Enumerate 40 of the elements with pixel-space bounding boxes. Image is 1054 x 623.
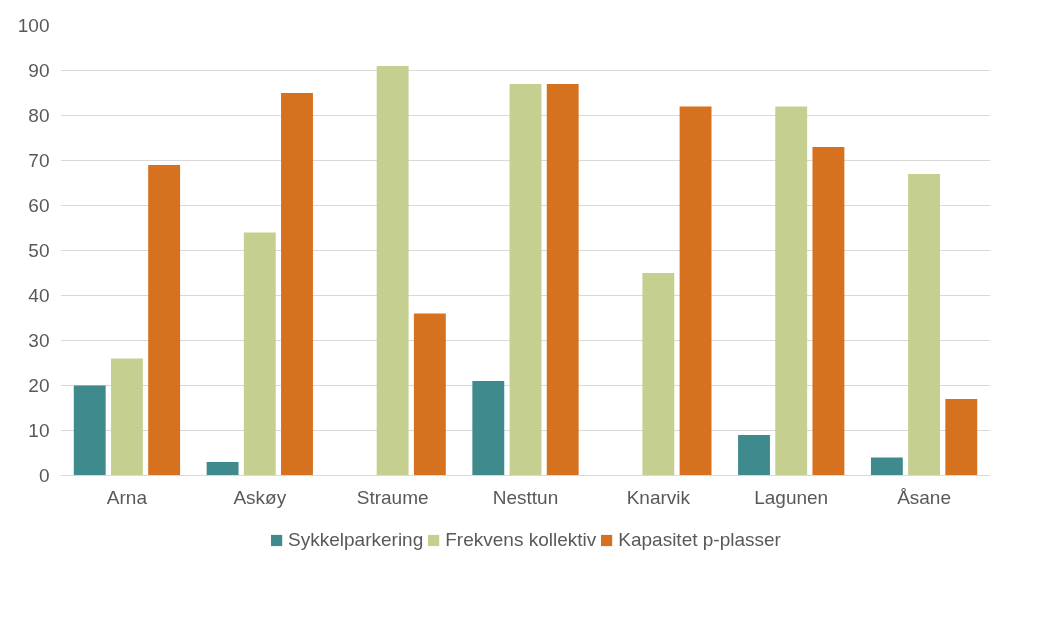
x-tick-label: Lagunen: [754, 486, 829, 508]
x-tick-label: Straume: [356, 486, 429, 508]
y-tick-label: 80: [28, 105, 50, 126]
x-tick-label: Åsane: [897, 486, 952, 508]
y-tick-label: 70: [28, 150, 50, 171]
bar: [206, 462, 239, 476]
bar: [73, 385, 106, 476]
legend-label: Sykkelparkering: [288, 529, 424, 551]
y-tick-label: 90: [28, 60, 50, 81]
bar: [945, 399, 978, 476]
bar: [243, 232, 276, 476]
x-tick-label: Askøy: [233, 486, 287, 508]
bar: [110, 358, 143, 476]
x-tick-label: Nesttun: [492, 486, 559, 508]
y-tick-label: 100: [17, 15, 50, 36]
y-tick-label: 20: [28, 375, 50, 396]
x-tick-label: Arna: [106, 486, 148, 508]
bar: [281, 93, 313, 476]
bar: [472, 381, 505, 476]
bar: [908, 174, 941, 476]
y-tick-label: 0: [38, 465, 50, 486]
bar: [870, 457, 903, 476]
legend-label: Frekvens kollektiv: [445, 529, 597, 551]
bar: [148, 165, 181, 476]
y-tick-label: 60: [28, 195, 50, 216]
bar: [642, 273, 675, 476]
bar: [775, 106, 808, 476]
y-tick-label: 10: [28, 420, 50, 441]
bar: [509, 84, 542, 476]
bar: [376, 66, 409, 476]
y-tick-label: 30: [28, 330, 50, 351]
x-tick-label: Knarvik: [626, 486, 691, 508]
bar: [812, 147, 845, 476]
y-tick-label: 50: [28, 240, 50, 261]
bar: [546, 84, 579, 476]
bar: [413, 313, 446, 476]
legend-label: Kapasitet p-plasser: [618, 529, 781, 551]
bar: [679, 106, 712, 476]
y-tick-label: 40: [28, 285, 50, 306]
bar: [738, 435, 770, 476]
